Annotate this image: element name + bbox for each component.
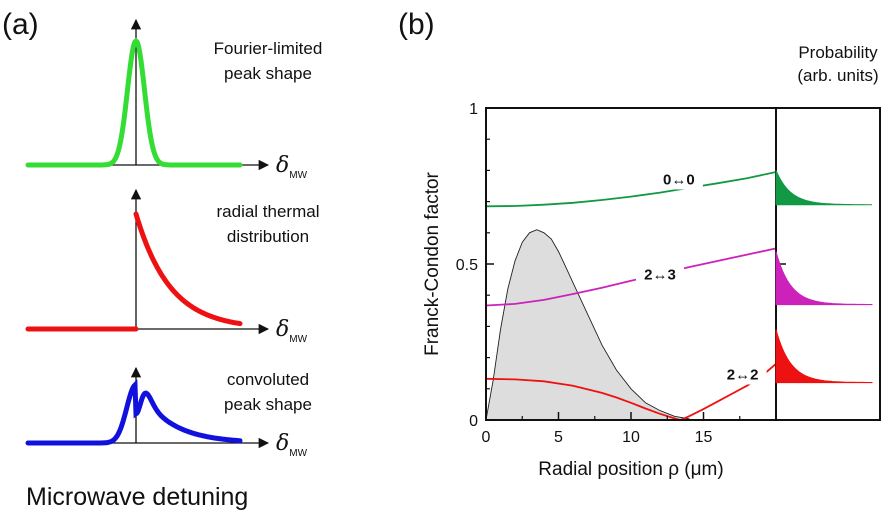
probability-panel — [775, 107, 881, 421]
transition-2-3-line — [485, 247, 777, 307]
delta-mw-label-1: δMW — [276, 153, 308, 181]
thermal-distribution-shade — [485, 229, 690, 421]
desc-thermal-line2: distribution — [227, 227, 309, 246]
probability-title-line2: (arb. units) — [797, 66, 878, 85]
transition-0-0-line — [485, 171, 777, 208]
x-tick-label: 10 — [622, 429, 640, 446]
delta-mw-label-3: δMW — [276, 431, 308, 459]
axis-ticks: 0 5 10 15 0 0.5 1 — [456, 101, 741, 446]
y-tick-label: 0 — [469, 413, 478, 430]
microwave-detuning-label: Microwave detuning — [26, 483, 248, 511]
y-tick-label: 0.5 — [456, 257, 478, 274]
fourier-limited-curve — [25, 37, 243, 168]
desc-convoluted-line2: peak shape — [224, 395, 312, 414]
convoluted-curve — [25, 379, 243, 446]
x-tick-label: 5 — [554, 429, 563, 446]
transition-2-2-label: 2↔2 — [727, 366, 759, 383]
desc-fourier-line1: Fourier-limited — [214, 39, 323, 58]
transition-0-0-label-bg — [654, 170, 703, 190]
desc-convoluted-line1: convoluted — [227, 370, 309, 389]
desc-thermal-line1: radial thermal — [217, 202, 320, 221]
subplot-convoluted: convoluted peak shape δMW — [25, 366, 312, 459]
delta-mw-label-2: δMW — [276, 317, 308, 345]
transition-2-3-probability-peak — [775, 251, 873, 306]
transition-2-3-label: 2↔3 — [644, 267, 676, 284]
probability-title-line1: Probability — [798, 43, 878, 62]
x-axis-label: Radial position ρ (μm) — [538, 459, 723, 480]
y-axis-label: Franck-Condon factor — [422, 171, 443, 355]
fc-plot: 0↔0 2↔3 2↔2 0 5 10 15 0 0.5 1 — [456, 101, 777, 446]
transition-2-2-label-bg — [718, 365, 767, 385]
series-lines: 0↔0 2↔3 2↔2 — [485, 170, 777, 421]
subplot-fourier-limited: Fourier-limited peak shape δMW — [25, 18, 323, 181]
panel-b: (b) 0↔0 2↔3 2↔2 0 5 10 15 0 0.5 1 Probability (a… — [398, 8, 881, 480]
x-tick-label: 0 — [482, 429, 491, 446]
transition-2-3-label-bg — [636, 265, 684, 285]
transition-0-0-label: 0↔0 — [663, 171, 695, 188]
desc-fourier-line2: peak shape — [224, 64, 312, 83]
x-tick-label: 15 — [695, 429, 713, 446]
panel-b-label: (b) — [398, 8, 435, 41]
panel-a: (a) Fourier-limited peak shape δMW radia… — [2, 8, 322, 511]
transition-0-0-probability-peak — [775, 170, 872, 206]
radial-thermal-curve — [25, 211, 243, 332]
transition-2-2-probability-peak — [775, 329, 873, 384]
panel-a-label: (a) — [2, 8, 39, 41]
subplot-radial-thermal: radial thermal distribution δMW — [25, 188, 320, 345]
y-tick-label: 1 — [469, 101, 478, 118]
